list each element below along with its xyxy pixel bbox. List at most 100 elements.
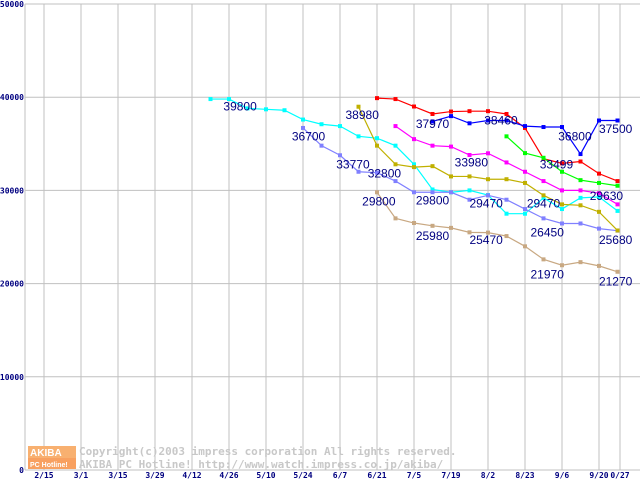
x-tick-label: 8/2 (481, 471, 496, 480)
data-point-olive (430, 164, 435, 169)
data-point-magenta (597, 191, 601, 196)
x-tick-label: 4/26 (219, 471, 238, 480)
price-annotation: 33980 (455, 155, 489, 169)
series-layer (208, 96, 620, 274)
data-point-lavender (486, 193, 490, 198)
data-point-lavender (375, 170, 379, 175)
price-annotation: 29470 (527, 196, 561, 210)
data-point-lavender (541, 216, 546, 221)
data-point-tan (541, 257, 546, 262)
x-tick-label: 5/10 (256, 471, 275, 480)
data-point-red (615, 179, 620, 184)
data-point-cyan (430, 187, 435, 192)
data-point-lavender (430, 190, 435, 195)
data-point-red (486, 109, 490, 114)
data-point-olive (560, 202, 564, 207)
data-point-tan (412, 221, 416, 226)
data-point-green (597, 180, 601, 185)
data-point-red (560, 161, 564, 166)
series-line-red (376, 97, 618, 182)
price-annotation: 38980 (346, 108, 380, 122)
logo-text-top: AKIBA (30, 448, 62, 459)
data-point-blue (560, 125, 564, 130)
data-point-tan (393, 216, 398, 221)
price-annotation: 36700 (292, 129, 326, 143)
data-point-red (430, 111, 435, 116)
data-point-cyan (541, 195, 546, 200)
data-point-magenta (412, 137, 416, 142)
data-point-tan (597, 263, 601, 268)
data-point-olive (541, 193, 546, 198)
data-point-cyan (560, 207, 564, 212)
x-tick-label: 3/15 (108, 471, 127, 480)
data-point-cyan (338, 124, 342, 129)
watermark: AKIBA PC Hotline! Copyright(c)2003 impre… (28, 445, 457, 471)
x-tick-label: 6/7 (333, 471, 348, 480)
data-point-cyan (412, 162, 416, 167)
price-annotation: 37970 (416, 117, 450, 131)
data-point-olive (578, 203, 583, 208)
data-point-olive (523, 180, 527, 185)
data-point-blue (578, 152, 583, 157)
price-annotation: 36800 (558, 129, 592, 143)
data-point-blue (615, 118, 620, 123)
data-point-cyan (301, 117, 305, 122)
series-line-lavender (302, 127, 618, 232)
price-annotation: 37500 (599, 122, 633, 136)
data-point-lavender (467, 197, 472, 202)
data-point-olive (467, 174, 472, 179)
data-point-olive (504, 177, 509, 182)
logo-bottom-box (28, 458, 76, 469)
price-annotation: 33770 (336, 157, 370, 171)
data-point-tan (449, 225, 453, 230)
y-tick-label: 10000 (0, 373, 24, 382)
data-point-green (615, 183, 620, 188)
data-point-lavender (338, 153, 342, 158)
data-point-cyan (282, 108, 287, 113)
data-point-olive (375, 143, 379, 148)
data-point-cyan (264, 107, 268, 112)
data-point-tan (523, 244, 527, 249)
data-point-lavender (504, 197, 509, 202)
data-point-green (560, 169, 564, 174)
data-point-olive (412, 165, 416, 170)
logo-top-box (28, 446, 76, 458)
data-point-cyan (245, 106, 250, 111)
x-tick-label: 4/12 (182, 471, 201, 480)
data-point-magenta (523, 169, 527, 174)
data-point-magenta (560, 188, 564, 193)
data-point-green (578, 178, 583, 183)
x-tick-label: 9/6 (555, 471, 570, 480)
data-point-cyan (375, 136, 379, 141)
data-point-cyan (319, 122, 324, 127)
data-point-red (449, 109, 453, 114)
data-point-lavender (356, 169, 361, 174)
y-tick-label: 0 (19, 466, 24, 475)
data-point-magenta (430, 143, 435, 148)
data-point-green (541, 155, 546, 160)
data-point-lavender (301, 125, 305, 130)
price-annotation: 29630 (590, 189, 624, 203)
price-annotation: 25980 (416, 229, 450, 243)
data-point-lavender (412, 190, 416, 195)
price-annotation: 33499 (540, 157, 574, 171)
data-point-tan (615, 269, 620, 274)
data-point-lavender (597, 226, 601, 231)
price-annotation: 39800 (223, 100, 257, 114)
price-annotation: 29800 (362, 195, 396, 209)
data-point-red (375, 96, 379, 101)
price-annotation: 26450 (531, 225, 565, 239)
data-point-magenta (578, 188, 583, 193)
x-tick-label: 0/27 (610, 471, 629, 480)
data-point-magenta (449, 144, 453, 149)
annotations-layer: 39800 36700 33770 38980 32800 29800 37970 38460… (223, 100, 632, 289)
data-point-lavender (393, 179, 398, 184)
data-point-magenta (504, 160, 509, 165)
data-point-tan (560, 263, 564, 268)
data-point-olive (597, 209, 601, 214)
y-tick-label: 20000 (0, 280, 24, 289)
x-tick-label: 7/19 (441, 471, 460, 480)
data-point-cyan (523, 211, 527, 216)
